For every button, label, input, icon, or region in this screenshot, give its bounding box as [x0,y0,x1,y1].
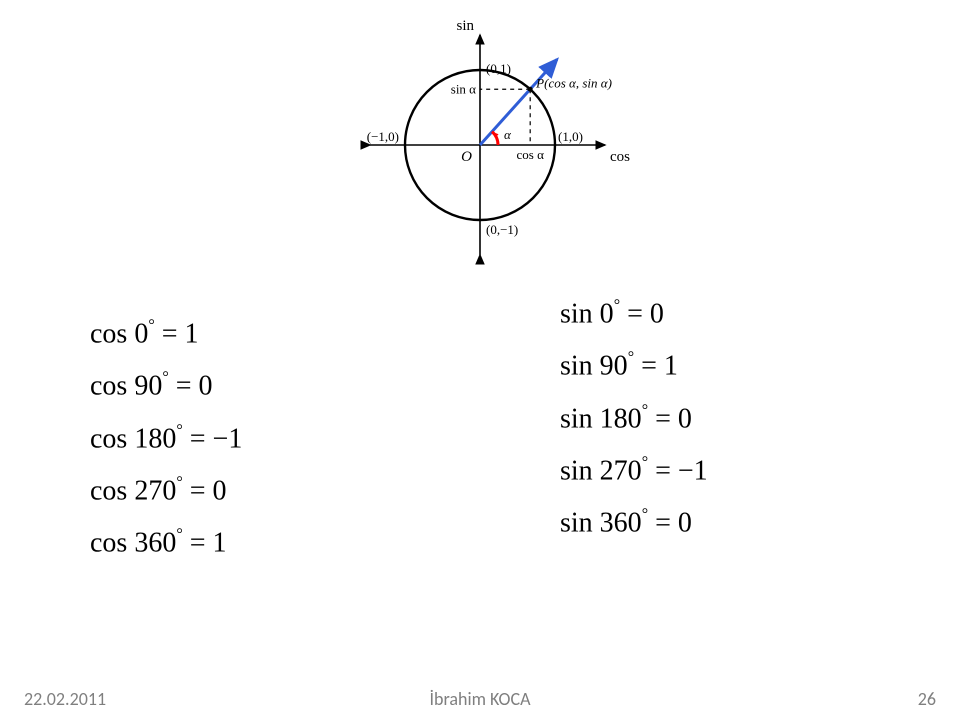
svg-text:P(cos α, sin α): P(cos α, sin α) [535,75,612,90]
equation-row: sin 270° = −1 [560,457,708,485]
equation-row: cos 360° = 1 [90,529,242,557]
svg-text:O: O [461,149,472,165]
svg-text:cos α: cos α [516,147,544,162]
sin-equation-column: sin 0° = 0 sin 90° = 1 sin 180° = 0 sin 270… [560,300,708,562]
footer-author: İbrahim KOCA [0,688,960,710]
svg-text:(0,−1): (0,−1) [486,222,518,237]
equation-row: cos 270° = 0 [90,477,242,505]
svg-text:sin: sin [456,18,474,34]
equation-row: sin 180° = 0 [560,405,708,433]
svg-text:cos: cos [610,149,630,165]
svg-text:sin α: sin α [451,81,476,96]
footer-page: 26 [918,688,936,710]
equation-row: cos 90° = 0 [90,372,242,400]
unit-circle-diagram: sin cos (0,1) (0,−1) (1,0) (−1,0) Oα sin α cos α… [330,15,650,270]
equation-row: sin 0° = 0 [560,300,708,328]
cos-equation-column: cos 0° = 1 cos 90° = 0 cos 180° = −1 cos 27… [90,320,242,582]
svg-text:α: α [504,127,512,142]
svg-text:(−1,0): (−1,0) [367,129,399,144]
svg-text:(0,1): (0,1) [486,61,511,76]
svg-text:(1,0): (1,0) [558,129,583,144]
unit-circle-svg: sin cos (0,1) (0,−1) (1,0) (−1,0) Oα sin α cos α… [330,15,650,265]
equation-row: cos 180° = −1 [90,425,242,453]
equation-row: sin 360° = 0 [560,509,708,537]
slide: sin cos (0,1) (0,−1) (1,0) (−1,0) Oα sin α cos α… [0,0,960,720]
equation-row: cos 0° = 1 [90,320,242,348]
equation-row: sin 90° = 1 [560,352,708,380]
